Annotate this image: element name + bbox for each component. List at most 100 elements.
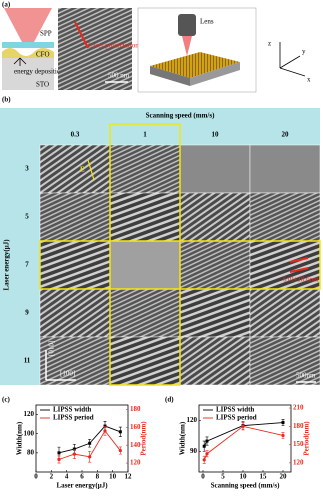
direction-arrows [45,350,76,381]
sem-cell [179,240,251,290]
row-label: 7 [25,261,29,269]
scale-label: 500nm [296,372,316,380]
sem-cell [39,240,111,290]
polarization-arrow [74,21,89,49]
sem-cell [39,144,111,194]
point [205,452,209,456]
polarization-label: Laser polarization [88,42,139,50]
y2-label: Period(nm) [303,421,311,456]
y-label: Width(nm) [16,421,24,455]
point [118,430,122,434]
sem-cell [109,288,181,338]
legend-label: LIPSS period [53,414,94,422]
sem-cell [249,240,321,290]
panel-label: (c) [2,396,10,404]
spp-label: SPP [40,30,52,38]
spp-layer [2,42,54,48]
sem-cell [179,288,251,338]
x-tick-label: 20 [280,473,288,481]
legend-label: LIPSS width [216,406,254,414]
period-label: 610±18.6nm [283,276,319,284]
y2-tick-label: 160 [130,423,141,431]
point [103,429,107,433]
y2-tick-label: 150 [293,440,304,448]
laser-beam [4,8,52,42]
legend-label: LIPSS period [216,414,257,422]
panel-label: (d) [165,396,174,404]
x-tick-label: 10 [240,473,248,481]
sem-image [58,8,132,90]
axis-z: z [268,40,271,48]
x-tick-label: 2 [50,473,54,481]
row-label: 11 [24,357,31,365]
y-tick-label: 90 [190,447,198,455]
point [88,455,92,459]
sem-cell [249,288,321,338]
x-tick-label: 6 [80,473,84,481]
lens-label: Lens [200,18,214,26]
field-arrow [87,159,95,181]
point [241,424,245,428]
series-line [203,425,284,461]
sem-cell [109,336,181,386]
arrows [13,57,27,66]
x-tick-label: 10 [109,473,117,481]
y2-tick-label: 180 [293,422,304,430]
y2-tick-label: 210 [293,404,304,412]
point [281,433,285,438]
point [72,452,76,456]
series-line [203,422,284,447]
point [281,421,285,425]
sem-cell [39,192,111,242]
sem-cell [249,336,321,386]
point [57,451,61,455]
sem-cell [179,336,251,386]
point [57,457,61,462]
sto-layer [2,58,54,90]
period-marker [289,257,309,263]
sem-cell [109,144,181,194]
lens [178,14,196,36]
plot-frame [198,404,292,473]
sem-cell [39,336,111,386]
column-label: 20 [282,131,290,139]
sample-top [150,52,240,78]
x-label: Laser energy(μJ) [56,482,108,490]
x-tick-label: 0 [34,473,38,481]
axes [279,42,306,77]
axis-y: y [302,48,306,56]
highlight-row [39,240,321,290]
x-tick-label: 0 [201,473,205,481]
column-label: 1 [143,131,147,139]
cfo-label: CFO [36,51,50,59]
sample-front [190,62,240,86]
sem-cell [179,192,251,242]
panel-label: (b) [2,96,11,104]
scale-label: 500 nm [108,72,130,80]
dir-v: [010] [48,341,56,356]
sto-label: STO [36,81,49,89]
legend-label: LIPSS width [53,406,91,414]
highlight-column [109,123,181,386]
y2-tick-label: 140 [130,441,141,449]
row-label: 3 [25,165,29,173]
sem-cell [109,192,181,242]
x-tick-label: 4 [65,473,69,481]
header-bg [0,108,40,385]
row-label: 9 [25,309,29,317]
sem-cell [249,192,321,242]
y2-tick-label: 120 [293,458,304,466]
column-label: 0.3 [71,131,80,139]
column-label: 10 [212,131,220,139]
y-tick-label: 100 [24,429,35,437]
sem-cell [249,144,321,194]
sem-grid: 0.3 1 10 20 3 5 7 9 11 [24,131,321,386]
y2-tick-label: 120 [130,459,141,467]
dir-h: [100] [60,370,75,378]
row-label: 5 [25,213,29,221]
y-tick-label: 80 [27,448,35,456]
sem-cell [39,288,111,338]
period-marker [289,267,309,273]
sem-cell [109,240,181,290]
